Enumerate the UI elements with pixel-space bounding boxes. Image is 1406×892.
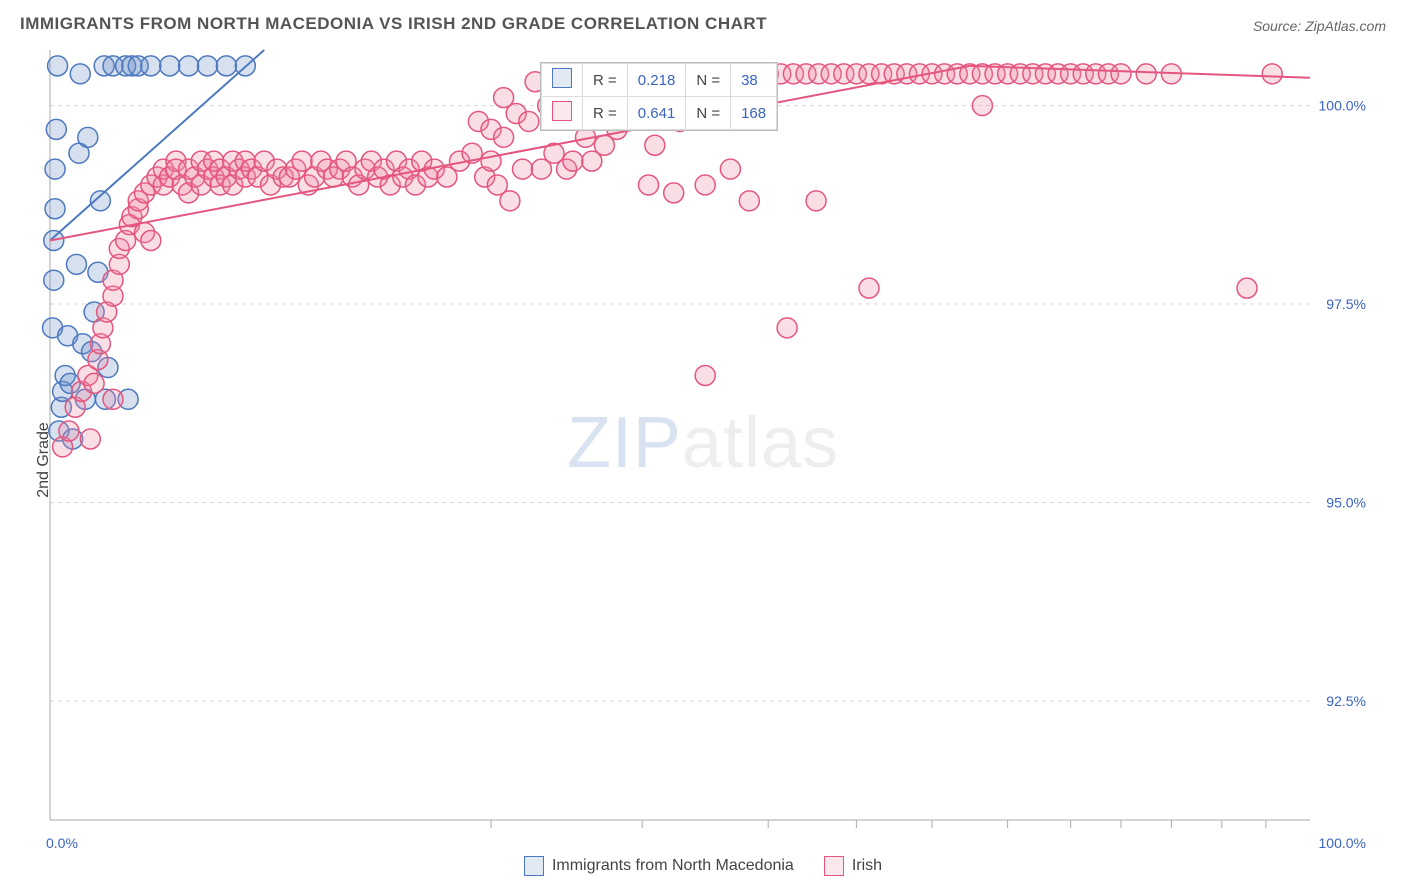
chart-title: IMMIGRANTS FROM NORTH MACEDONIA VS IRISH… [20, 14, 767, 34]
chart-source: Source: ZipAtlas.com [1253, 18, 1386, 34]
source-prefix: Source: [1253, 18, 1305, 34]
svg-text:100.0%: 100.0% [1319, 98, 1366, 114]
stats-table: R =0.218N =38R =0.641N =168 [541, 63, 777, 130]
svg-text:97.5%: 97.5% [1326, 296, 1366, 312]
series-legend: Immigrants from North Macedonia Irish [0, 856, 1406, 876]
y-axis-label: 2nd Grade [35, 422, 53, 498]
legend-item: Irish [824, 856, 882, 876]
chart-area: 2nd Grade 92.5% 95.0% 97.5% 100.0% 0.0% 100.0… [0, 40, 1406, 880]
svg-text:100.0%: 100.0% [1319, 835, 1366, 851]
stats-legend: R =0.218N =38R =0.641N =168 [540, 62, 778, 131]
source-name: ZipAtlas.com [1305, 18, 1386, 34]
scatter-plot: 92.5% 95.0% 97.5% 100.0% 0.0% 100.0% [0, 40, 1406, 860]
svg-text:0.0%: 0.0% [46, 835, 78, 851]
chart-header: IMMIGRANTS FROM NORTH MACEDONIA VS IRISH… [0, 0, 1406, 40]
svg-text:95.0%: 95.0% [1326, 494, 1366, 510]
legend-item: Immigrants from North Macedonia [524, 856, 794, 876]
svg-text:92.5%: 92.5% [1326, 693, 1366, 709]
